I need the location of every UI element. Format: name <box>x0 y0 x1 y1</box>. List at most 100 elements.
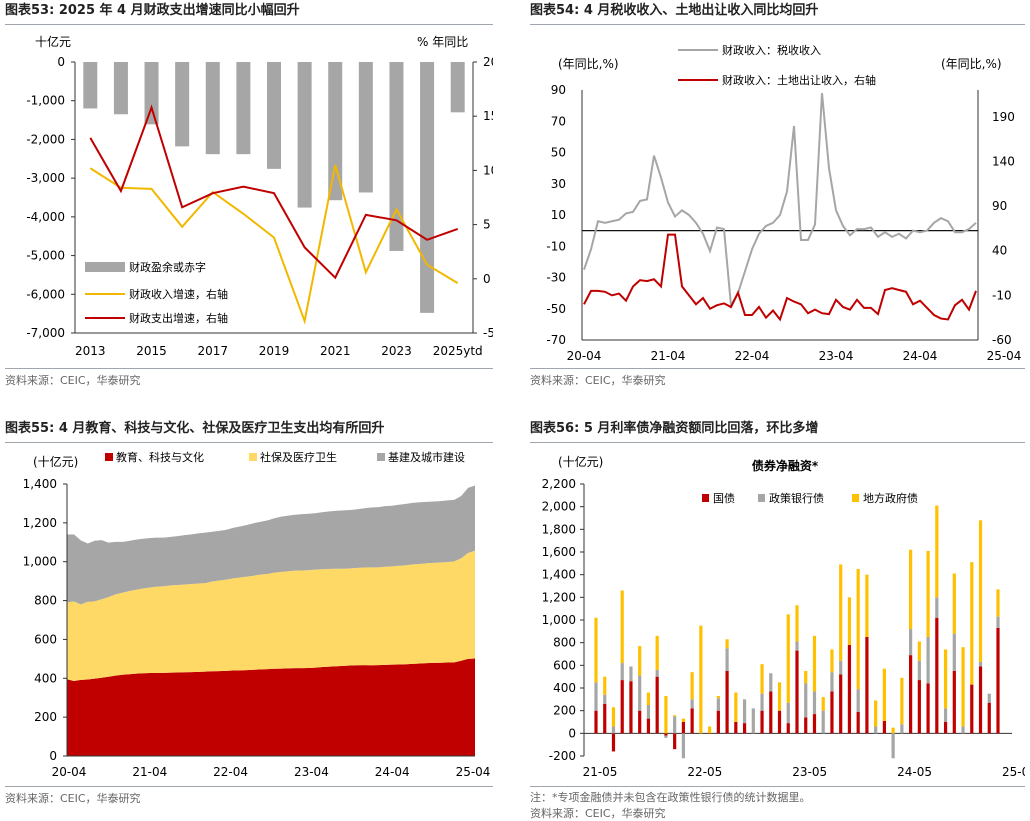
legend-label: 国债 <box>713 491 735 505</box>
x-tick-label: 22-04 <box>735 349 770 363</box>
stacked-bar-segment <box>909 549 913 630</box>
area-series <box>67 485 475 605</box>
y-tick-label: 1,600 <box>542 545 576 559</box>
legend-label: 基建及城市建设 <box>388 450 465 464</box>
stacked-bar-segment <box>943 708 948 722</box>
y-tick-label: 400 <box>553 681 576 695</box>
stacked-bar-segment <box>716 710 720 734</box>
stacked-bar-segment <box>874 700 878 727</box>
chart-56: (十亿元) 债券净融资* 2,200 2,000 1,800 1,600 1,400 1,20… <box>542 454 1025 779</box>
bar-deficit <box>236 62 251 155</box>
source-rule <box>5 368 493 369</box>
y2-tick-label: 90 <box>992 199 1007 213</box>
stacked-bar-segment <box>786 723 790 734</box>
stacked-bar-segment <box>603 694 607 704</box>
y2-tick-label: 40 <box>992 244 1007 258</box>
bar-deficit <box>328 62 343 201</box>
stacked-bar-segment <box>856 689 860 712</box>
stacked-bar-segment <box>900 724 904 734</box>
bar-deficit <box>450 62 465 113</box>
stacked-bar-segment <box>874 726 878 734</box>
title-rule <box>5 442 493 443</box>
y-tick-label: 600 <box>553 658 576 672</box>
x-tick-label: 22-04 <box>213 765 248 779</box>
stacked-bar-segment <box>777 682 782 711</box>
panel-53: 图表53: 2025 年 4 月财政支出增速同比小幅回升 十亿元 % 年同比 0 -1… <box>5 0 493 395</box>
bar-deficit <box>83 62 98 109</box>
stacked-bar-segment <box>978 520 983 662</box>
y2-tick-label: 5 <box>483 218 491 232</box>
stacked-bar-segment <box>996 589 1000 617</box>
stacked-bar-segment <box>742 723 747 734</box>
right-axis-unit: (年同比,%) <box>941 57 1002 71</box>
y-tick-label: 50 <box>551 146 566 160</box>
area-series <box>67 658 475 756</box>
x-tick-label: 24-04 <box>903 349 938 363</box>
stacked-bar-segment <box>760 664 764 694</box>
left-axis-unit: 十亿元 <box>35 34 71 49</box>
y2-tick-label: -60 <box>992 333 1012 347</box>
y-tick-label: 800 <box>553 636 576 650</box>
stacked-bar-segment <box>629 681 633 734</box>
stacked-bar-segment <box>603 676 607 695</box>
stacked-bar-segment <box>716 698 720 711</box>
y2-tick-label: 190 <box>992 110 1015 124</box>
stacked-bar-segment <box>795 641 799 651</box>
stacked-bar-segment <box>690 672 694 700</box>
stacked-bar-segment <box>664 733 668 736</box>
line-series <box>583 233 977 322</box>
stacked-bar-segment <box>847 644 852 734</box>
stacked-bar-segment <box>926 550 930 637</box>
stacked-bar-segment <box>716 695 720 699</box>
y2-tick-label: 10 <box>483 163 493 177</box>
stacked-bar-segment <box>856 711 860 734</box>
stacked-bar-segment <box>603 703 607 734</box>
y2-tick-label: 140 <box>992 154 1015 168</box>
stacked-bar-segment <box>673 716 677 734</box>
stacked-bar-segment <box>882 720 886 734</box>
y2-tick-label: -5 <box>483 326 493 340</box>
stacked-bar-segment <box>891 733 895 759</box>
y-tick-label: 0 <box>57 55 65 69</box>
stacked-bar-segment <box>795 650 799 734</box>
stacked-bar-segment <box>804 671 808 684</box>
line-series <box>89 104 459 280</box>
line-series <box>89 164 459 325</box>
stacked-bar-segment <box>655 635 659 670</box>
stacked-bar-segment <box>865 574 869 637</box>
stacked-bar-segment <box>725 639 729 649</box>
stacked-bar-segment <box>926 683 930 734</box>
x-tick-label: 23-04 <box>819 349 854 363</box>
y-tick-label: 1,000 <box>23 555 57 569</box>
stacked-bar-segment <box>996 616 1000 628</box>
legend-label: 教育、科技与文化 <box>116 450 204 464</box>
stacked-bar-segment <box>812 691 817 715</box>
legend-label: 财政收入增速，右轴 <box>129 287 228 301</box>
right-axis-unit: % 年同比 <box>417 35 468 49</box>
panel-55: 图表55: 4 月教育、科技与文化、社保及医疗卫生支出均有所回升 (十亿元) 1,… <box>5 418 493 818</box>
stacked-bar-segment <box>952 573 956 634</box>
stacked-bar-segment <box>646 705 651 719</box>
chart-55: (十亿元) 1,400 1,200 1,000 800 600 400 200 0 20-04 21… <box>23 450 491 779</box>
y-tick-label: -70 <box>546 333 566 347</box>
source-note: 资料来源：CEIC，华泰研究 <box>530 374 666 387</box>
stacked-bar-segment <box>943 649 948 709</box>
chart-53: 十亿元 % 年同比 0 -1,000 -2,000 -3,000 -4,000 -5,000 -… <box>26 34 493 358</box>
bar-deficit <box>175 62 190 147</box>
stacked-bar-segment <box>970 684 974 734</box>
stacked-bar-segment <box>847 597 852 645</box>
stacked-bar-segment <box>725 671 729 734</box>
x-tick-label: 2021 <box>320 344 351 358</box>
y2-tick-label: 15 <box>483 109 493 123</box>
y-tick-label: 400 <box>34 671 57 685</box>
y-tick-label: 0 <box>568 726 576 740</box>
stacked-bar-segment <box>594 617 598 683</box>
stacked-bar-segment <box>865 637 869 734</box>
x-tick-label: 24-05 <box>897 765 932 779</box>
stacked-bar-segment <box>708 726 712 734</box>
x-tick-label: 2019 <box>259 344 290 358</box>
stacked-bar-segment <box>839 660 843 675</box>
legend-swatch <box>249 453 257 461</box>
stacked-bar-segment <box>970 562 974 685</box>
stacked-bar-segment <box>734 722 738 734</box>
